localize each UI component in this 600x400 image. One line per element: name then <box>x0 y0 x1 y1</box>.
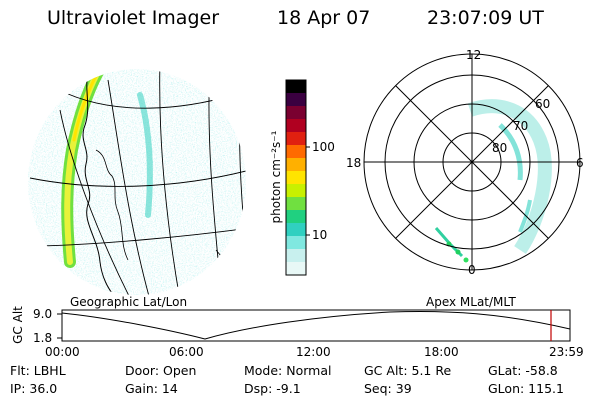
info-door: Door: Open <box>125 363 197 378</box>
mlt-label-0: 0 <box>468 263 476 277</box>
colorbar-swatch <box>286 262 306 276</box>
colorbar-swatch <box>286 197 306 211</box>
polar-plot <box>363 53 581 271</box>
header-time: 23:07:09 UT <box>427 7 544 29</box>
timeline-axis-title: GC Alt <box>11 306 25 344</box>
info-mode: Mode: Normal <box>244 363 332 378</box>
colorbar-swatch <box>286 184 306 198</box>
mlt-label-18: 18 <box>346 156 362 170</box>
info-dsp: Dsp: -9.1 <box>244 381 301 396</box>
mlt-label-6: 6 <box>576 156 584 170</box>
colorbar-tick-100: 100 <box>312 140 335 154</box>
header-date: 18 Apr 07 <box>277 7 371 29</box>
timeline-xtick-0000: 00:00 <box>45 345 80 359</box>
colorbar-swatch <box>286 119 306 133</box>
timeline-xtick-1200: 12:00 <box>296 345 331 359</box>
timeline-xtick-0600: 06:00 <box>169 345 204 359</box>
info-ip: IP: 36.0 <box>10 381 58 396</box>
geographic-caption: Geographic Lat/Lon <box>70 295 188 309</box>
info-glat: GLat: -58.8 <box>488 363 558 378</box>
mlat-label-70: 70 <box>513 119 529 133</box>
info-flt: Flt: LBHL <box>10 363 66 378</box>
info-seq: Seq: 39 <box>364 381 412 396</box>
colorbar-swatch <box>286 223 306 237</box>
colorbar-swatch <box>286 158 306 172</box>
colorbar-swatch <box>286 249 306 263</box>
instrument-title: Ultraviolet Imager <box>47 7 220 29</box>
polar-caption: Apex MLat/MLT <box>426 295 516 309</box>
colorbar-tick-10: 10 <box>312 228 328 242</box>
timeline-ytick-1-8: 1.8 <box>33 331 53 345</box>
timeline-xtick-2359: 23:59 <box>549 345 584 359</box>
info-gcalt: GC Alt: 5.1 Re <box>364 363 452 378</box>
info-gain: Gain: 14 <box>125 381 178 396</box>
colorbar-swatch <box>286 210 306 224</box>
timeline-ytick-9: 9.0 <box>33 307 53 321</box>
colorbar-swatch <box>286 106 306 120</box>
geographic-image <box>28 69 246 295</box>
colorbar-swatch <box>286 171 306 185</box>
colorbar-unit-label: photon cm⁻²s⁻¹ <box>269 130 283 224</box>
mlat-label-60: 60 <box>535 97 551 111</box>
colorbar-swatch <box>286 93 306 107</box>
info-glon: GLon: 115.1 <box>488 381 564 396</box>
colorbar-swatch <box>286 145 306 159</box>
colorbar-swatch <box>286 80 306 94</box>
mlt-label-12: 12 <box>466 48 482 62</box>
colorbar-swatch <box>286 132 306 146</box>
colorbar <box>285 79 310 276</box>
colorbar-swatch <box>286 236 306 250</box>
timeline-xtick-1800: 18:00 <box>424 345 459 359</box>
altitude-timeline <box>57 309 571 342</box>
mlat-label-80: 80 <box>492 141 508 155</box>
